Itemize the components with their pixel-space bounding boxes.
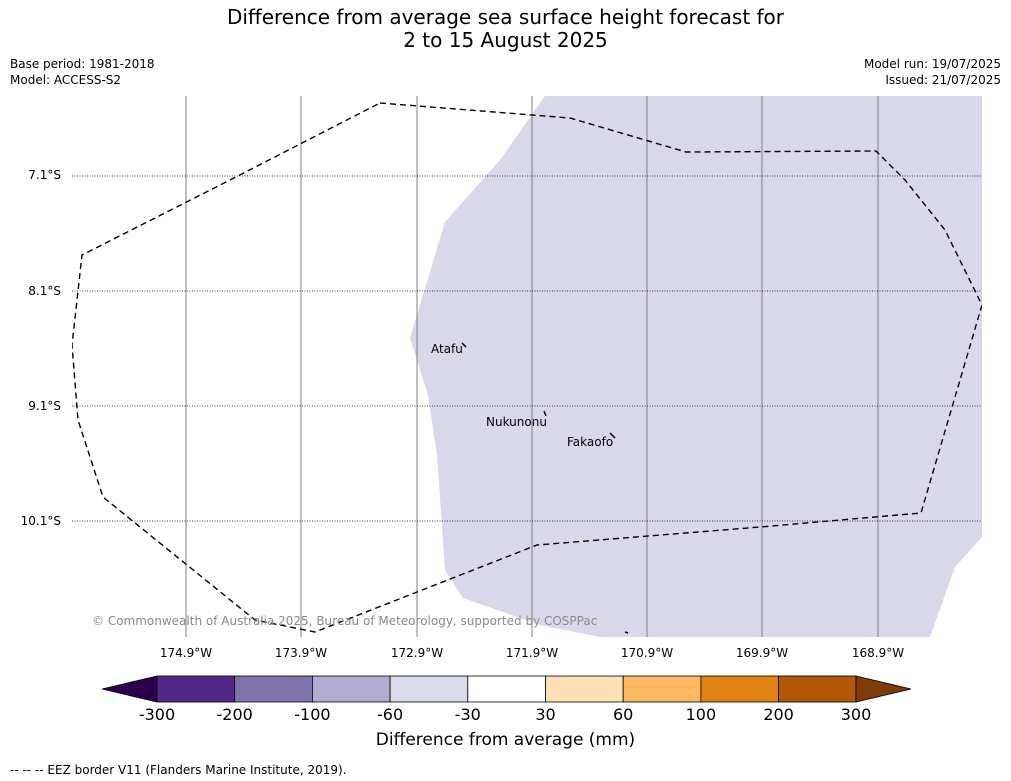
colorbar-cell xyxy=(156,675,236,703)
island-fakaofo-shape xyxy=(609,432,616,439)
colorbar-tick: 200 xyxy=(763,705,794,724)
lon-label-172-9w: 172.9°W xyxy=(390,646,444,660)
place-label-nukunonu: Nukunonu xyxy=(486,415,547,429)
place-label-fakaofo: Fakaofo xyxy=(567,435,614,449)
island-nukunonu-shape xyxy=(543,410,547,417)
model-name: Model: ACCESS-S2 xyxy=(10,73,122,87)
lon-label-171-9w: 171.9°W xyxy=(505,646,559,660)
meta-left: Base period: 1981-2018 Model: ACCESS-S2 xyxy=(10,56,155,88)
meta-right: Model run: 19/07/2025 Issued: 21/07/2025 xyxy=(864,56,1001,88)
colorbar-tick: -60 xyxy=(377,705,404,724)
eez-legend-note: -- -- -- EEZ border V11 (Flanders Marine… xyxy=(10,763,347,777)
colorbar-arrow-low xyxy=(101,675,158,703)
copyright-notice: © Commonwealth of Australia 2025, Bureau… xyxy=(92,614,598,628)
anomaly-shade-region xyxy=(410,96,982,637)
colorbar-cell xyxy=(622,675,702,703)
title-line-1: Difference from average sea surface heig… xyxy=(226,5,785,29)
lon-label-174-9w: 174.9°W xyxy=(159,646,213,660)
map-title: Difference from average sea surface heig… xyxy=(0,6,1011,52)
colorbar-tick: 300 xyxy=(840,705,872,724)
colorbar-cell xyxy=(234,675,313,703)
colorbar-cell xyxy=(778,675,857,703)
lon-label-168-9w: 168.9°W xyxy=(851,646,905,660)
colorbar-tick: -100 xyxy=(294,705,331,724)
lat-label-10-1s: 10.1°S xyxy=(20,514,61,528)
colorbar-cell xyxy=(700,675,780,703)
lon-label-169-9w: 169.9°W xyxy=(735,646,789,660)
title-line-2: 2 to 15 August 2025 xyxy=(403,28,608,52)
colorbar-cell xyxy=(467,675,546,703)
island-swains-shape xyxy=(624,631,629,634)
colorbar-tick: 30 xyxy=(535,705,556,724)
island-atafu-shape xyxy=(461,342,467,348)
colorbar-tick: -30 xyxy=(454,705,481,724)
longitude-gridlines xyxy=(185,96,879,637)
lon-label-170-9w: 170.9°W xyxy=(620,646,674,660)
colorbar-cell xyxy=(311,675,391,703)
base-period: Base period: 1981-2018 xyxy=(10,57,155,71)
colorbar-tick: 60 xyxy=(613,705,634,724)
colorbar-tick: -300 xyxy=(138,705,176,724)
colorbar-arrow-high xyxy=(855,675,912,703)
islands xyxy=(461,342,629,634)
lat-label-8-1s: 8.1°S xyxy=(28,284,61,298)
lat-label-9-1s: 9.1°S xyxy=(28,399,61,413)
colorbar-tick: -200 xyxy=(216,705,253,724)
colorbar-cell xyxy=(545,675,624,703)
eez-border xyxy=(72,102,982,633)
colorbar-tick: 100 xyxy=(685,705,717,724)
colorbar-cell xyxy=(389,675,469,703)
latitude-gridlines xyxy=(72,175,982,522)
issued-date: Issued: 21/07/2025 xyxy=(885,73,1001,87)
lon-label-173-9w: 173.9°W xyxy=(274,646,328,660)
colorbar-title: Difference from average (mm) xyxy=(375,730,636,750)
place-label-atafu: Atafu xyxy=(431,342,463,356)
colorbar xyxy=(101,675,912,703)
lat-label-7-1s: 7.1°S xyxy=(28,168,61,182)
model-run: Model run: 19/07/2025 xyxy=(863,57,1001,71)
